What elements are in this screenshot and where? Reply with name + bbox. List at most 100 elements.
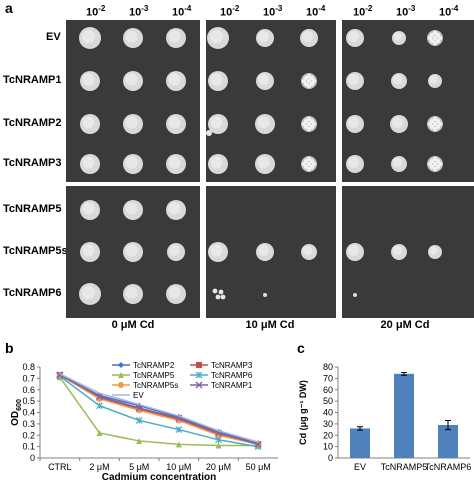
strain-label: TcNRAMP5 xyxy=(3,203,62,215)
colony-texture xyxy=(432,161,438,167)
series-line xyxy=(59,374,259,446)
colony-highlight xyxy=(210,116,223,129)
colony-texture xyxy=(432,156,438,162)
dilution-label: 10-4 xyxy=(306,4,326,19)
colony-texture xyxy=(432,126,438,132)
colony-texture xyxy=(301,78,307,84)
colony-highlight xyxy=(82,156,95,169)
series-line xyxy=(59,376,259,447)
condition-label-2: 20 μM Cd xyxy=(380,319,430,331)
error-bar xyxy=(401,371,407,376)
colony xyxy=(220,294,226,300)
colony-texture xyxy=(437,121,443,127)
y-tick-label: 0.2 xyxy=(22,430,35,440)
data-point xyxy=(195,381,203,389)
colony-highlight xyxy=(392,157,403,168)
data-point xyxy=(95,393,104,401)
dilution-label: 10-4 xyxy=(172,4,192,19)
colony-texture xyxy=(432,35,438,41)
dilution-label: 10-2 xyxy=(353,4,373,19)
y-tick-label: 20 xyxy=(323,430,333,440)
colony-highlight xyxy=(168,73,181,86)
colony-texture xyxy=(301,161,307,167)
data-point xyxy=(118,382,124,388)
data-point xyxy=(56,371,64,379)
x-tick-label: CTRL xyxy=(48,462,72,472)
legend-label: TcNRAMP5s xyxy=(133,381,178,390)
colony-highlight xyxy=(81,285,96,300)
colony-highlight xyxy=(393,32,402,41)
dilution-label: 10-2 xyxy=(86,4,106,19)
y-tick-label: 0.7 xyxy=(22,373,35,383)
colony-highlight xyxy=(168,286,181,299)
data-point xyxy=(136,437,143,444)
colony-highlight xyxy=(210,156,223,169)
strain-label: TcNRAMP5s xyxy=(3,245,68,257)
y-tick-label: 0.3 xyxy=(22,419,35,429)
colony-highlight xyxy=(125,286,138,299)
colony-texture xyxy=(427,161,433,167)
colony-highlight xyxy=(168,202,181,215)
condition-label-0: 0 μM Cd xyxy=(111,319,155,331)
colony-texture xyxy=(432,30,438,36)
colony-texture xyxy=(427,121,433,127)
colony-highlight xyxy=(392,245,403,256)
colony-highlight xyxy=(348,157,359,168)
data-point xyxy=(175,441,182,448)
colony-highlight xyxy=(82,244,95,257)
colony-texture xyxy=(427,35,433,41)
bar xyxy=(438,425,458,458)
od600-line-chart: 00.1 0.20.30.4 0.50.6 0.70.8 CTRL 2 μM 5 μM 10 … xyxy=(10,361,278,483)
panel-b-letter: b xyxy=(5,340,14,356)
colony-texture xyxy=(306,73,312,79)
x-tick-label: TcNRAMP6 xyxy=(425,462,472,472)
y-tick-label: 40 xyxy=(323,408,333,418)
colony-highlight xyxy=(168,156,181,169)
dilution-label: 10-4 xyxy=(439,4,459,19)
colony-texture xyxy=(306,78,312,84)
y-tick-label: 0.8 xyxy=(22,362,35,372)
colony-texture xyxy=(311,121,317,127)
y-tick-label: 0.6 xyxy=(22,385,35,395)
colony xyxy=(263,293,267,297)
colony-texture xyxy=(306,166,312,172)
colony-texture xyxy=(437,35,443,41)
x-tick-label: 2 μM xyxy=(89,462,109,472)
legend-label: TcNRAMP2 xyxy=(133,361,175,370)
colony-highlight xyxy=(209,29,224,44)
data-point xyxy=(96,429,103,436)
y-tick-label: 10 xyxy=(323,442,333,452)
colony-texture xyxy=(432,121,438,127)
y-tick-label: 0.4 xyxy=(22,408,35,418)
strain-label: TcNRAMP6 xyxy=(3,287,62,299)
data-point xyxy=(254,440,262,448)
condition-label-1: 10 μM Cd xyxy=(245,319,295,331)
colony xyxy=(218,289,224,295)
colony-highlight xyxy=(258,74,269,85)
colony-texture xyxy=(306,116,312,122)
colony-highlight xyxy=(125,156,138,169)
colony-highlight xyxy=(348,31,359,42)
strain-label: TcNRAMP3 xyxy=(3,157,62,169)
colony-highlight xyxy=(392,117,403,128)
x-tick-label: EV xyxy=(354,462,366,472)
strain-label: EV xyxy=(46,31,61,43)
data-point xyxy=(135,404,143,412)
data-point xyxy=(96,402,103,410)
colony-highlight xyxy=(258,245,269,256)
x-tick-label: 10 μM xyxy=(166,462,191,472)
data-point xyxy=(175,426,183,433)
spot-assay-plates xyxy=(66,20,474,318)
colony-highlight xyxy=(125,202,138,215)
colony-highlight xyxy=(257,156,270,169)
data-point xyxy=(196,362,202,368)
y-tick-label: 0.5 xyxy=(22,396,35,406)
legend-label: TcNRAMP1 xyxy=(211,381,253,390)
data-point xyxy=(118,372,124,378)
x-tick-label: 5 μM xyxy=(129,462,149,472)
y-tick-label: 50 xyxy=(323,396,333,406)
y-tick-label: 0.1 xyxy=(22,442,35,452)
x-axis-label: Cadmium concentration xyxy=(102,472,216,483)
colony-highlight xyxy=(210,73,223,86)
